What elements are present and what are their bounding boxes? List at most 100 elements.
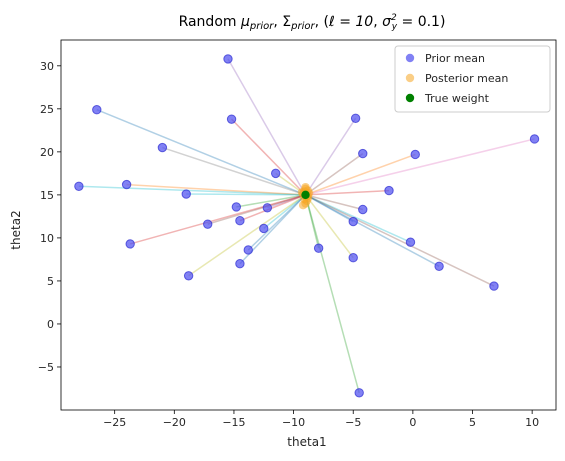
y-tick-label: 10: [40, 232, 54, 245]
x-tick-label: −5: [345, 416, 361, 429]
posterior-mean-point: [298, 201, 308, 210]
prior-to-posterior-line: [305, 152, 364, 196]
prior-to-posterior-line: [305, 194, 354, 223]
prior-mean-point: [125, 239, 135, 249]
legend-label: Prior mean: [425, 52, 485, 65]
prior-to-posterior-line: [239, 194, 306, 222]
prior-to-posterior-line: [207, 194, 306, 225]
prior-mean-point: [350, 113, 361, 124]
prior-to-posterior-line: [267, 194, 306, 209]
y-tick-label: 25: [40, 103, 54, 116]
prior-to-posterior-line: [129, 194, 306, 245]
prior-mean-point: [235, 259, 245, 269]
prior-mean-point: [384, 185, 394, 196]
title-ell: ℓ = 10: [328, 14, 373, 30]
prior-to-posterior-line: [304, 194, 354, 259]
prior-mean-point: [243, 245, 253, 255]
legend-box: [394, 45, 551, 113]
prior-to-posterior-line: [186, 193, 306, 196]
prior-mean-point: [270, 168, 281, 179]
prior-to-posterior-line: [304, 194, 360, 393]
legend-label: Posterior mean: [425, 72, 508, 85]
data-points: [74, 54, 540, 398]
prior-mean-point: [157, 142, 168, 153]
title-sep1: ,: [273, 14, 282, 30]
x-tick-label: −25: [103, 416, 126, 429]
prior-mean-point: [358, 148, 368, 159]
title-y-sub: y: [391, 22, 398, 32]
chart-title: Random μprior, Σprior, (ℓ = 10, σ2 y = 0.…: [179, 13, 446, 32]
prior-mean-point: [529, 134, 540, 144]
title-sigma: Σ: [282, 14, 291, 30]
prior-mean-point: [348, 252, 358, 263]
prior-mean-point: [434, 261, 444, 272]
title-mu: μ: [240, 14, 250, 30]
title-sep3: ,: [373, 14, 382, 30]
prior-to-posterior-line: [96, 109, 306, 196]
prior-mean-point: [203, 219, 213, 229]
title-prior-sub-1: prior: [249, 21, 274, 32]
prior-mean-point: [313, 243, 324, 253]
prior-to-posterior-line: [162, 146, 306, 196]
prior-to-posterior-line: [305, 194, 495, 287]
prior-mean-point: [231, 202, 242, 212]
title-sigma-y: σ: [382, 14, 392, 30]
prior-mean-point: [354, 388, 364, 398]
prior-to-posterior-line: [305, 194, 440, 267]
x-tick-label: −10: [282, 416, 305, 429]
true-weight-point: [301, 190, 310, 200]
prior-mean-point: [405, 237, 416, 247]
y-tick-label: 5: [47, 275, 54, 288]
legend-label: True weight: [424, 92, 490, 105]
x-tick-label: 0: [409, 416, 416, 429]
y-tick-label: 20: [40, 146, 54, 159]
prior-to-posterior-line: [305, 138, 535, 196]
y-tick-label: 0: [47, 318, 54, 331]
prior-mean-point: [183, 271, 194, 281]
prior-mean-point: [358, 204, 368, 215]
title-random: Random: [179, 14, 241, 30]
posterior-mean-point: [301, 182, 310, 192]
prior-to-posterior-line: [126, 183, 306, 196]
legend-marker: [405, 73, 415, 83]
prior-to-posterior-line: [188, 194, 306, 277]
prior-mean-point: [410, 149, 420, 160]
prior-mean-point: [92, 104, 102, 115]
prior-mean-point: [262, 203, 273, 213]
prior-to-posterior-line: [231, 118, 307, 196]
y-tick-label: 30: [40, 60, 54, 73]
plot-frame: [60, 39, 557, 411]
legend-marker: [405, 93, 415, 103]
x-tick-label: 10: [525, 416, 539, 429]
prior-to-posterior-line: [227, 58, 307, 196]
prior-mean-point: [74, 181, 84, 191]
y-tick-label: −5: [38, 361, 54, 374]
prior-to-posterior-line: [236, 194, 306, 208]
x-tick-label: −15: [222, 416, 245, 429]
prior-mean-point: [226, 114, 237, 124]
title-eq-end: = 0.1): [397, 14, 445, 30]
prior-to-posterior-line: [304, 117, 357, 196]
prior-to-posterior-line: [305, 194, 411, 243]
title-sq-sup: 2: [391, 13, 397, 23]
prior-to-posterior-line: [305, 189, 390, 196]
legend: Prior mean Posterior mean True weight: [394, 45, 551, 113]
prior-mean-point: [489, 281, 499, 291]
connection-lines: [78, 58, 535, 393]
legend-marker: [405, 53, 415, 63]
y-axis-label: theta2: [9, 210, 23, 249]
x-axis: −25 −20 −15 −10 −5 0 5 10: [103, 410, 539, 429]
prior-to-posterior-line: [305, 194, 363, 211]
prior-mean-point: [121, 179, 132, 190]
prior-to-posterior-line: [263, 194, 306, 230]
prior-mean-point: [348, 216, 358, 227]
prior-mean-point: [181, 189, 191, 199]
prior-mean-point: [259, 223, 269, 234]
x-axis-label: theta1: [287, 435, 326, 449]
prior-mean-point: [235, 215, 245, 226]
x-tick-label: −20: [163, 416, 186, 429]
y-axis: −5 0 5 10 15 20 25 30: [38, 60, 61, 374]
prior-mean-point: [223, 54, 233, 64]
prior-to-posterior-line: [78, 185, 306, 196]
